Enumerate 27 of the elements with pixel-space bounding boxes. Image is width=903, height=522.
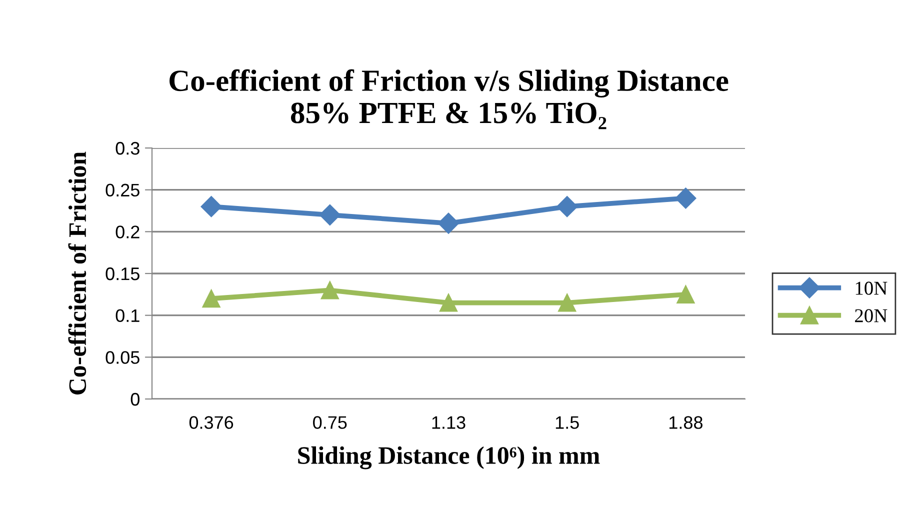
x-tick-label: 1.5 <box>556 416 579 429</box>
point <box>320 281 339 300</box>
point <box>675 188 696 209</box>
y-tick-label: 0 <box>130 392 140 406</box>
chart-title: Co-efficient of Friction v/s Sliding Distance 85% PTFE & 15% TiO₂ <box>170 69 728 130</box>
point <box>556 196 578 218</box>
legend-label: 10N <box>856 282 888 295</box>
y-tick-label: 0.25 <box>106 184 140 197</box>
point <box>319 204 340 226</box>
x-axis-title: Sliding Distance (10⁶) in mm <box>298 446 600 470</box>
x-tick-label: 0.75 <box>313 416 347 429</box>
point <box>676 285 695 304</box>
x-tick-label: 1.13 <box>432 416 466 429</box>
point <box>439 294 458 312</box>
y-tick-label: 0.15 <box>106 267 140 280</box>
point <box>200 196 222 218</box>
y-tick-label: 0.1 <box>116 309 140 322</box>
x-tick-label: 0.376 <box>189 416 234 429</box>
y-tick-label: 0.2 <box>116 226 140 238</box>
point <box>558 294 576 312</box>
y-tick-label: 0.3 <box>116 142 140 155</box>
point <box>202 290 220 308</box>
legend-label: 20N <box>855 309 888 322</box>
y-axis-title: Co-efficient of Friction <box>68 152 86 394</box>
y-tick-label: 0.05 <box>106 351 140 364</box>
point <box>438 212 460 234</box>
x-tick-label: 1.88 <box>670 416 702 429</box>
